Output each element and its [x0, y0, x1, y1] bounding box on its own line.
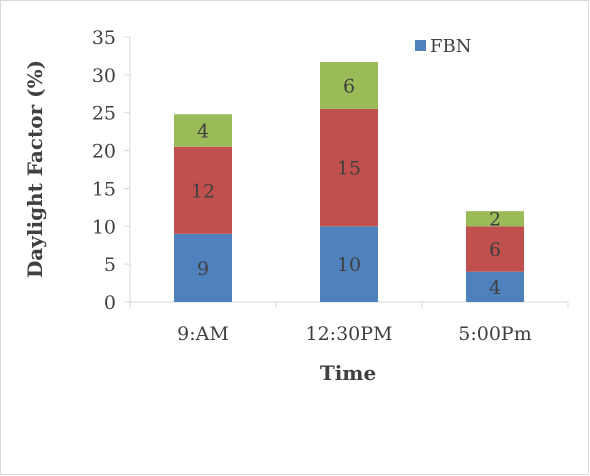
data-label: 4 — [197, 121, 209, 143]
data-label: 6 — [343, 75, 355, 97]
legend-label-fbn: FBN — [430, 36, 471, 57]
x-tick-label: 12:30PM — [306, 323, 393, 345]
y-tick-label: 25 — [92, 103, 116, 125]
x-tick-label: 9:AM — [177, 323, 229, 345]
y-tick-label: 35 — [92, 27, 116, 49]
y-tick-label: 5 — [104, 254, 116, 276]
x-axis-title: Time — [320, 361, 376, 385]
y-tick-label: 15 — [92, 178, 116, 200]
y-tick-label: 10 — [92, 216, 116, 238]
legend: FBN — [415, 36, 471, 57]
data-label: 15 — [337, 158, 361, 180]
bar-segment — [174, 146, 232, 234]
data-label: 6 — [489, 239, 501, 261]
bar-segment — [174, 114, 232, 147]
bar-segment — [174, 233, 232, 302]
data-label: 2 — [489, 209, 501, 231]
x-tick-label: 5:00Pm — [458, 323, 531, 345]
data-label: 12 — [191, 180, 215, 202]
y-tick-label: 0 — [104, 292, 116, 314]
bar-segment — [466, 211, 524, 227]
bar-segment — [320, 61, 378, 109]
legend-swatch-fbn — [415, 40, 426, 51]
data-label: 4 — [489, 277, 501, 299]
bar-segment — [320, 226, 378, 302]
plot-area: 0 5 10 15 20 25 30 35 9 12 4 9:AM 10 15 6 12:30PM 4 6 2 5:0… — [92, 27, 569, 345]
bar-segment — [466, 271, 524, 302]
data-label: 9 — [197, 258, 209, 280]
y-axis-title: Daylight Factor (%) — [23, 60, 47, 278]
data-label: 10 — [337, 254, 361, 276]
y-tick-label: 20 — [92, 141, 116, 163]
bar-segment — [466, 226, 524, 272]
bar-segment — [320, 108, 378, 227]
y-tick-label: 30 — [92, 65, 116, 87]
